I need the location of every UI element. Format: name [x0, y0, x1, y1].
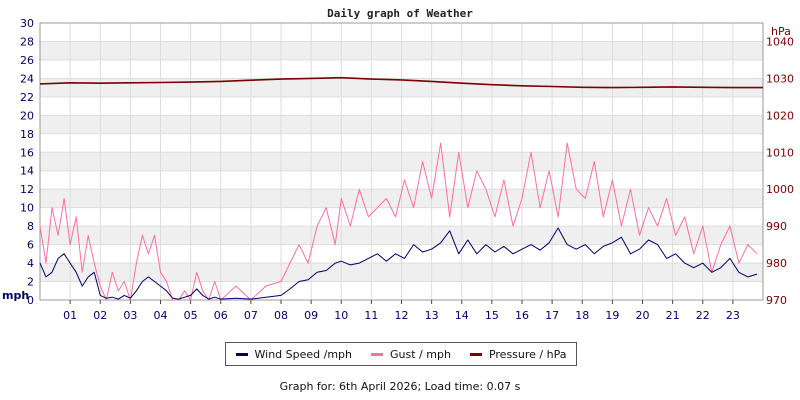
right-tick-label: 970	[766, 294, 787, 307]
legend-item-gust: Gust / mph	[371, 348, 451, 361]
left-tick-label: 14	[20, 165, 34, 178]
x-tick-label: 14	[455, 309, 469, 322]
legend-swatch-pressure	[469, 352, 482, 356]
left-tick-label: 6	[27, 239, 34, 252]
left-tick-label: 4	[27, 257, 34, 270]
x-tick-label: 13	[425, 309, 439, 322]
x-tick-label: 05	[184, 309, 198, 322]
x-tick-label: 18	[575, 309, 589, 322]
left-tick-label: 8	[27, 220, 34, 233]
x-tick-label: 16	[515, 309, 529, 322]
grid-lines	[39, 22, 764, 301]
legend-swatch-gust	[371, 352, 384, 356]
left-tick-label: 22	[20, 91, 34, 104]
x-tick-label: 06	[214, 309, 228, 322]
right-tick-label: 1020	[766, 109, 794, 122]
x-axis-ticks: 01 02 03 04 05 06 07 08 09 10 11 12 13 14 15 16 17 18 19 20…	[63, 300, 740, 322]
wind-speed-line	[39, 227, 758, 300]
x-tick-label: 21	[666, 309, 680, 322]
right-tick-label: 1000	[766, 183, 794, 196]
left-tick-label: 24	[20, 72, 34, 85]
legend-label-gust: Gust / mph	[390, 347, 451, 361]
right-tick-label: 990	[766, 220, 787, 233]
x-tick-label: 07	[244, 309, 258, 322]
legend-swatch-wind	[235, 352, 248, 356]
pressure-line	[39, 76, 763, 89]
left-tick-label: 10	[20, 202, 34, 215]
right-tick-label: 980	[766, 257, 787, 270]
left-tick-label: 0	[27, 294, 34, 307]
legend-label-pressure: Pressure / hPa	[488, 347, 567, 361]
x-tick-label: 11	[364, 309, 378, 322]
legend-label-wind: Wind Speed /mph	[254, 347, 353, 361]
right-tick-label: 1040	[766, 35, 794, 48]
x-tick-label: 10	[334, 309, 348, 322]
chart-title: Daily graph of Weather	[327, 7, 473, 20]
left-tick-label: 2	[27, 276, 34, 289]
right-axis-label: hPa	[771, 25, 791, 38]
right-tick-label: 1010	[766, 146, 794, 159]
x-tick-label: 09	[304, 309, 318, 322]
legend: Wind Speed /mph Gust / mph Pressure / hP…	[225, 342, 577, 366]
x-tick-label: 19	[605, 309, 619, 322]
legend-item-pressure: Pressure / hPa	[469, 347, 567, 361]
x-tick-label: 03	[123, 309, 137, 322]
x-tick-label: 12	[395, 309, 409, 322]
left-tick-label: 20	[20, 109, 34, 122]
legend-item-wind: Wind Speed /mph	[235, 347, 353, 361]
left-tick-label: 18	[20, 128, 34, 141]
right-axis-ticks: 970 980 990 1000 1010 1020 1030 1040	[766, 35, 794, 307]
x-tick-label: 04	[154, 309, 168, 322]
left-tick-label: 28	[20, 35, 34, 48]
x-tick-label: 08	[274, 309, 288, 322]
left-axis-label: mph	[2, 289, 29, 302]
x-tick-label: 20	[636, 309, 650, 322]
x-tick-label: 23	[726, 309, 740, 322]
x-tick-label: 01	[63, 309, 77, 322]
x-tick-label: 17	[545, 309, 559, 322]
left-tick-label: 26	[20, 54, 34, 67]
x-tick-label: 15	[485, 309, 499, 322]
x-tick-label: 02	[93, 309, 107, 322]
series-lines	[39, 76, 763, 301]
left-tick-label: 30	[20, 17, 34, 30]
left-tick-label: 16	[20, 146, 34, 159]
gust-line	[39, 142, 758, 301]
footer-status: Graph for: 6th April 2026; Load time: 0.…	[279, 380, 521, 393]
left-tick-label: 12	[20, 183, 34, 196]
right-tick-label: 1030	[766, 72, 794, 85]
x-tick-label: 22	[696, 309, 710, 322]
